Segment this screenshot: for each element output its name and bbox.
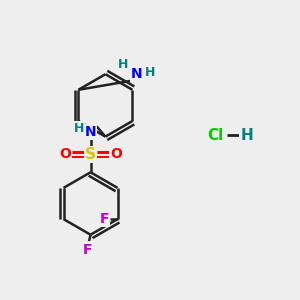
Text: F: F	[83, 243, 92, 256]
Text: N: N	[131, 67, 142, 81]
Text: F: F	[100, 212, 109, 226]
Text: H: H	[118, 58, 128, 71]
Text: O: O	[110, 148, 122, 161]
Text: H: H	[145, 66, 155, 79]
Text: H: H	[240, 128, 253, 142]
Text: S: S	[85, 147, 96, 162]
Text: O: O	[59, 148, 71, 161]
Text: H: H	[74, 122, 84, 135]
Text: N: N	[85, 125, 96, 139]
Text: Cl: Cl	[207, 128, 224, 142]
